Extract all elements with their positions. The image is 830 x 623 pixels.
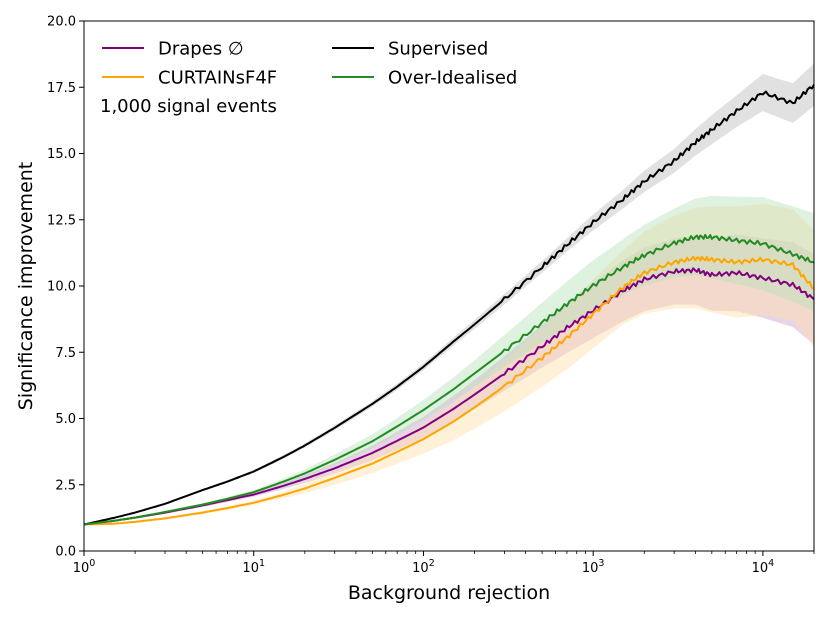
x-tick-label: 104 [752, 558, 775, 576]
line-curtainsf4f [83, 255, 815, 526]
legend-label-over-idealised: Over-Idealised [388, 68, 517, 89]
line-over-idealised [83, 233, 814, 526]
y-tick-label: 10.0 [47, 280, 76, 295]
signal-events-annotation: 1,000 signal events [100, 96, 277, 117]
y-tick-label: 17.5 [47, 81, 76, 96]
line-drapes [83, 267, 815, 526]
band-drapes [84, 234, 814, 526]
x-tick-label: 100 [73, 558, 96, 576]
legend-label-drapes: Drapes ∅ [158, 39, 244, 60]
y-axis: 0.0 2.5 5.0 7.5 10.0 12.5 15.0 17.5 20.0 [47, 15, 84, 560]
series-lines [83, 84, 815, 526]
y-tick-label: 7.5 [55, 346, 76, 361]
line-supervised [83, 84, 815, 526]
y-tick-label: 20.0 [47, 15, 76, 30]
y-axis-label: Significance improvement [15, 162, 37, 410]
band-over-idealised [84, 195, 814, 525]
y-tick-label: 15.0 [47, 147, 76, 162]
x-axis: 100 101 102 103 104 [73, 551, 815, 576]
uncertainty-bands [84, 63, 814, 526]
y-tick-label: 2.5 [55, 478, 76, 493]
legend: Drapes ∅ CURTAINsF4F Supervised Over-Ideali… [102, 39, 517, 89]
y-tick-label: 5.0 [55, 412, 76, 427]
band-curtainsf4f [84, 203, 814, 526]
x-tick-label: 101 [242, 558, 265, 576]
legend-label-supervised: Supervised [388, 39, 488, 60]
x-tick-label: 102 [412, 558, 435, 576]
legend-label-curtainsf4f: CURTAINsF4F [158, 68, 277, 89]
x-axis-label: Background rejection [348, 582, 550, 604]
y-tick-label: 0.0 [55, 545, 76, 560]
y-tick-label: 12.5 [47, 213, 76, 228]
x-tick-label: 103 [582, 558, 605, 576]
